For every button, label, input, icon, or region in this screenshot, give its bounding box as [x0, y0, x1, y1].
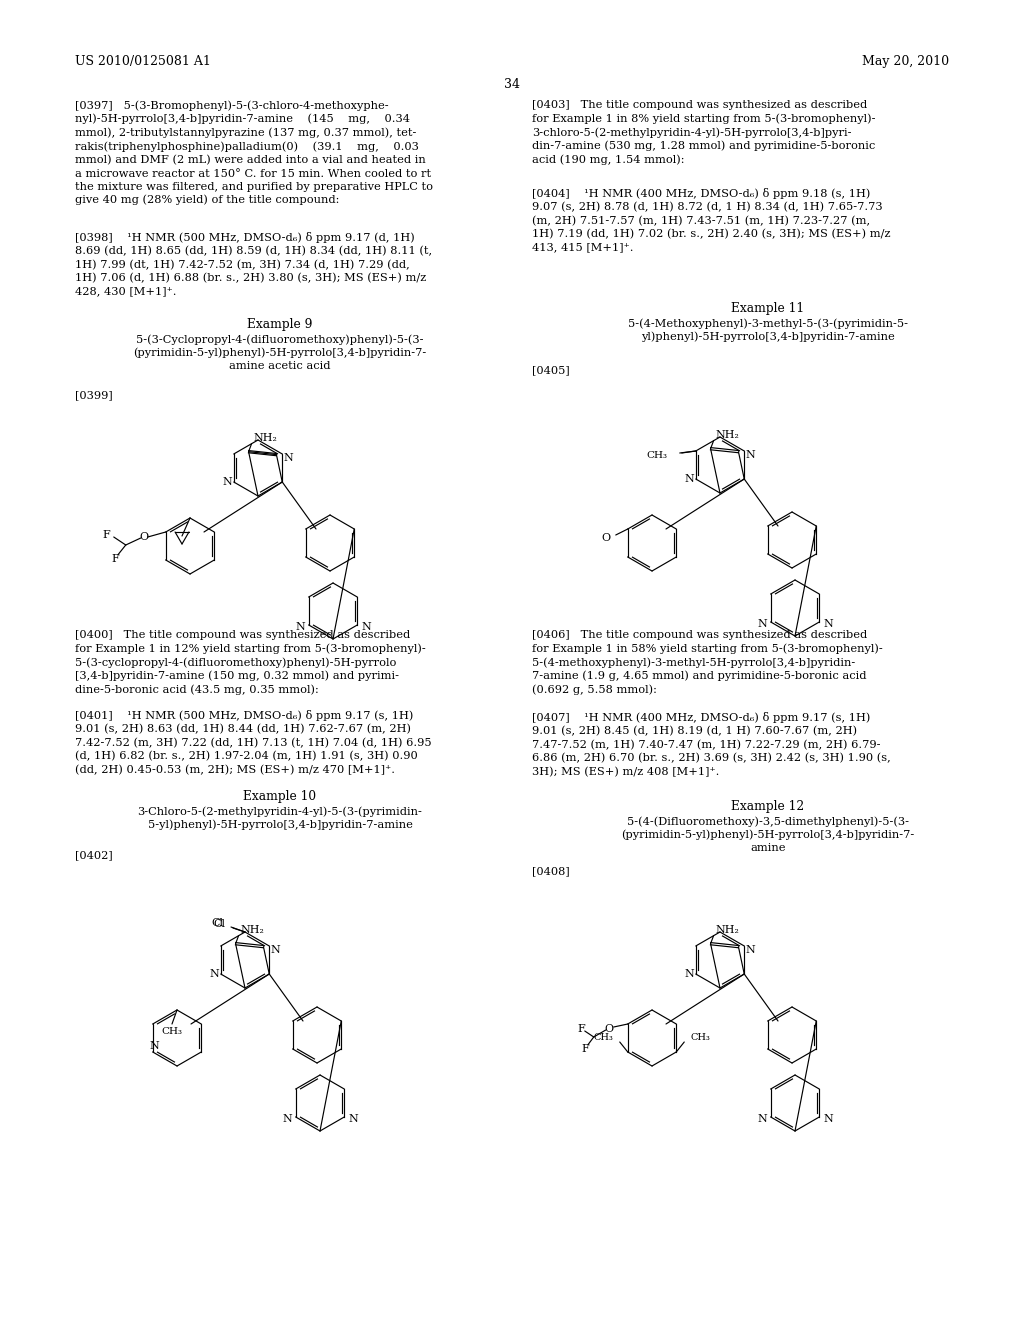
Text: US 2010/0125081 A1: US 2010/0125081 A1 — [75, 55, 211, 69]
Text: [0404]    ¹H NMR (400 MHz, DMSO-d₆) δ ppm 9.18 (s, 1H)
9.07 (s, 2H) 8.78 (d, 1H): [0404] ¹H NMR (400 MHz, DMSO-d₆) δ ppm 9… — [532, 187, 891, 252]
Text: N: N — [284, 453, 293, 462]
Text: N: N — [282, 1114, 292, 1125]
Text: [0406]   The title compound was synthesized as described
for Example 1 in 58% yi: [0406] The title compound was synthesize… — [532, 630, 883, 696]
Text: May 20, 2010: May 20, 2010 — [862, 55, 949, 69]
Text: [0403]   The title compound was synthesized as described
for Example 1 in 8% yie: [0403] The title compound was synthesize… — [532, 100, 876, 165]
Text: N: N — [685, 474, 694, 484]
Text: NH₂: NH₂ — [716, 925, 739, 935]
Text: [0399]: [0399] — [75, 389, 113, 400]
Text: N: N — [348, 1114, 358, 1125]
Text: [0397]   5-(3-Bromophenyl)-5-(3-chloro-4-methoxyphe-
nyl)-5H-pyrrolo[3,4-b]pyrid: [0397] 5-(3-Bromophenyl)-5-(3-chloro-4-m… — [75, 100, 433, 206]
Text: N: N — [823, 619, 833, 630]
Text: N: N — [757, 1114, 767, 1125]
Text: 34: 34 — [504, 78, 520, 91]
Text: [0408]: [0408] — [532, 866, 569, 876]
Text: N: N — [223, 477, 232, 487]
Text: [0398]    ¹H NMR (500 MHz, DMSO-d₆) δ ppm 9.17 (d, 1H)
8.69 (dd, 1H) 8.65 (dd, 1: [0398] ¹H NMR (500 MHz, DMSO-d₆) δ ppm 9… — [75, 232, 432, 297]
Text: Example 11: Example 11 — [731, 302, 805, 315]
Text: 3-Chloro-5-(2-methylpyridin-4-yl)-5-(3-(pyrimidin-
5-yl)phenyl)-5H-pyrrolo[3,4-b: 3-Chloro-5-(2-methylpyridin-4-yl)-5-(3-(… — [137, 807, 423, 830]
Text: NH₂: NH₂ — [254, 433, 278, 442]
Text: N: N — [361, 622, 371, 632]
Text: N: N — [745, 450, 755, 459]
Text: 5-(4-(Difluoromethoxy)-3,5-dimethylphenyl)-5-(3-
(pyrimidin-5-yl)phenyl)-5H-pyrr: 5-(4-(Difluoromethoxy)-3,5-dimethylpheny… — [622, 816, 914, 854]
Text: NH₂: NH₂ — [241, 925, 264, 935]
Text: 5-(3-Cyclopropyl-4-(difluoromethoxy)phenyl)-5-(3-
(pyrimidin-5-yl)phenyl)-5H-pyr: 5-(3-Cyclopropyl-4-(difluoromethoxy)phen… — [133, 334, 427, 371]
Text: [0407]    ¹H NMR (400 MHz, DMSO-d₆) δ ppm 9.17 (s, 1H)
9.01 (s, 2H) 8.45 (d, 1H): [0407] ¹H NMR (400 MHz, DMSO-d₆) δ ppm 9… — [532, 711, 891, 777]
Text: N: N — [745, 945, 755, 954]
Text: Example 12: Example 12 — [731, 800, 805, 813]
Text: Cl: Cl — [211, 917, 223, 928]
Text: Example 10: Example 10 — [244, 789, 316, 803]
Text: N: N — [210, 969, 219, 979]
Text: [0400]   The title compound was synthesized as described
for Example 1 in 12% yi: [0400] The title compound was synthesize… — [75, 630, 426, 696]
Text: F: F — [582, 1044, 590, 1053]
Text: NH₂: NH₂ — [716, 430, 739, 440]
Text: N: N — [823, 1114, 833, 1125]
Text: N: N — [270, 945, 281, 954]
Text: F: F — [112, 554, 120, 564]
Text: CH₃: CH₃ — [690, 1034, 710, 1043]
Text: O: O — [139, 532, 148, 543]
Text: N: N — [685, 969, 694, 979]
Text: [0402]: [0402] — [75, 850, 113, 861]
Text: O: O — [604, 1024, 613, 1034]
Text: [0401]    ¹H NMR (500 MHz, DMSO-d₆) δ ppm 9.17 (s, 1H)
9.01 (s, 2H) 8.63 (dd, 1H: [0401] ¹H NMR (500 MHz, DMSO-d₆) δ ppm 9… — [75, 710, 432, 775]
Text: CH₃: CH₃ — [594, 1034, 613, 1043]
Text: Cl: Cl — [213, 919, 225, 929]
Text: CH₃: CH₃ — [162, 1027, 182, 1036]
Text: F: F — [102, 531, 110, 540]
Text: CH₃: CH₃ — [647, 450, 668, 459]
Text: 5-(4-Methoxyphenyl)-3-methyl-5-(3-(pyrimidin-5-
yl)phenyl)-5H-pyrrolo[3,4-b]pyri: 5-(4-Methoxyphenyl)-3-methyl-5-(3-(pyrim… — [628, 318, 908, 342]
Text: O: O — [601, 533, 610, 543]
Text: [0405]: [0405] — [532, 366, 569, 375]
Text: F: F — [578, 1024, 586, 1034]
Text: N: N — [150, 1041, 160, 1051]
Text: Example 9: Example 9 — [247, 318, 312, 331]
Text: N: N — [757, 619, 767, 630]
Text: N: N — [295, 622, 305, 632]
